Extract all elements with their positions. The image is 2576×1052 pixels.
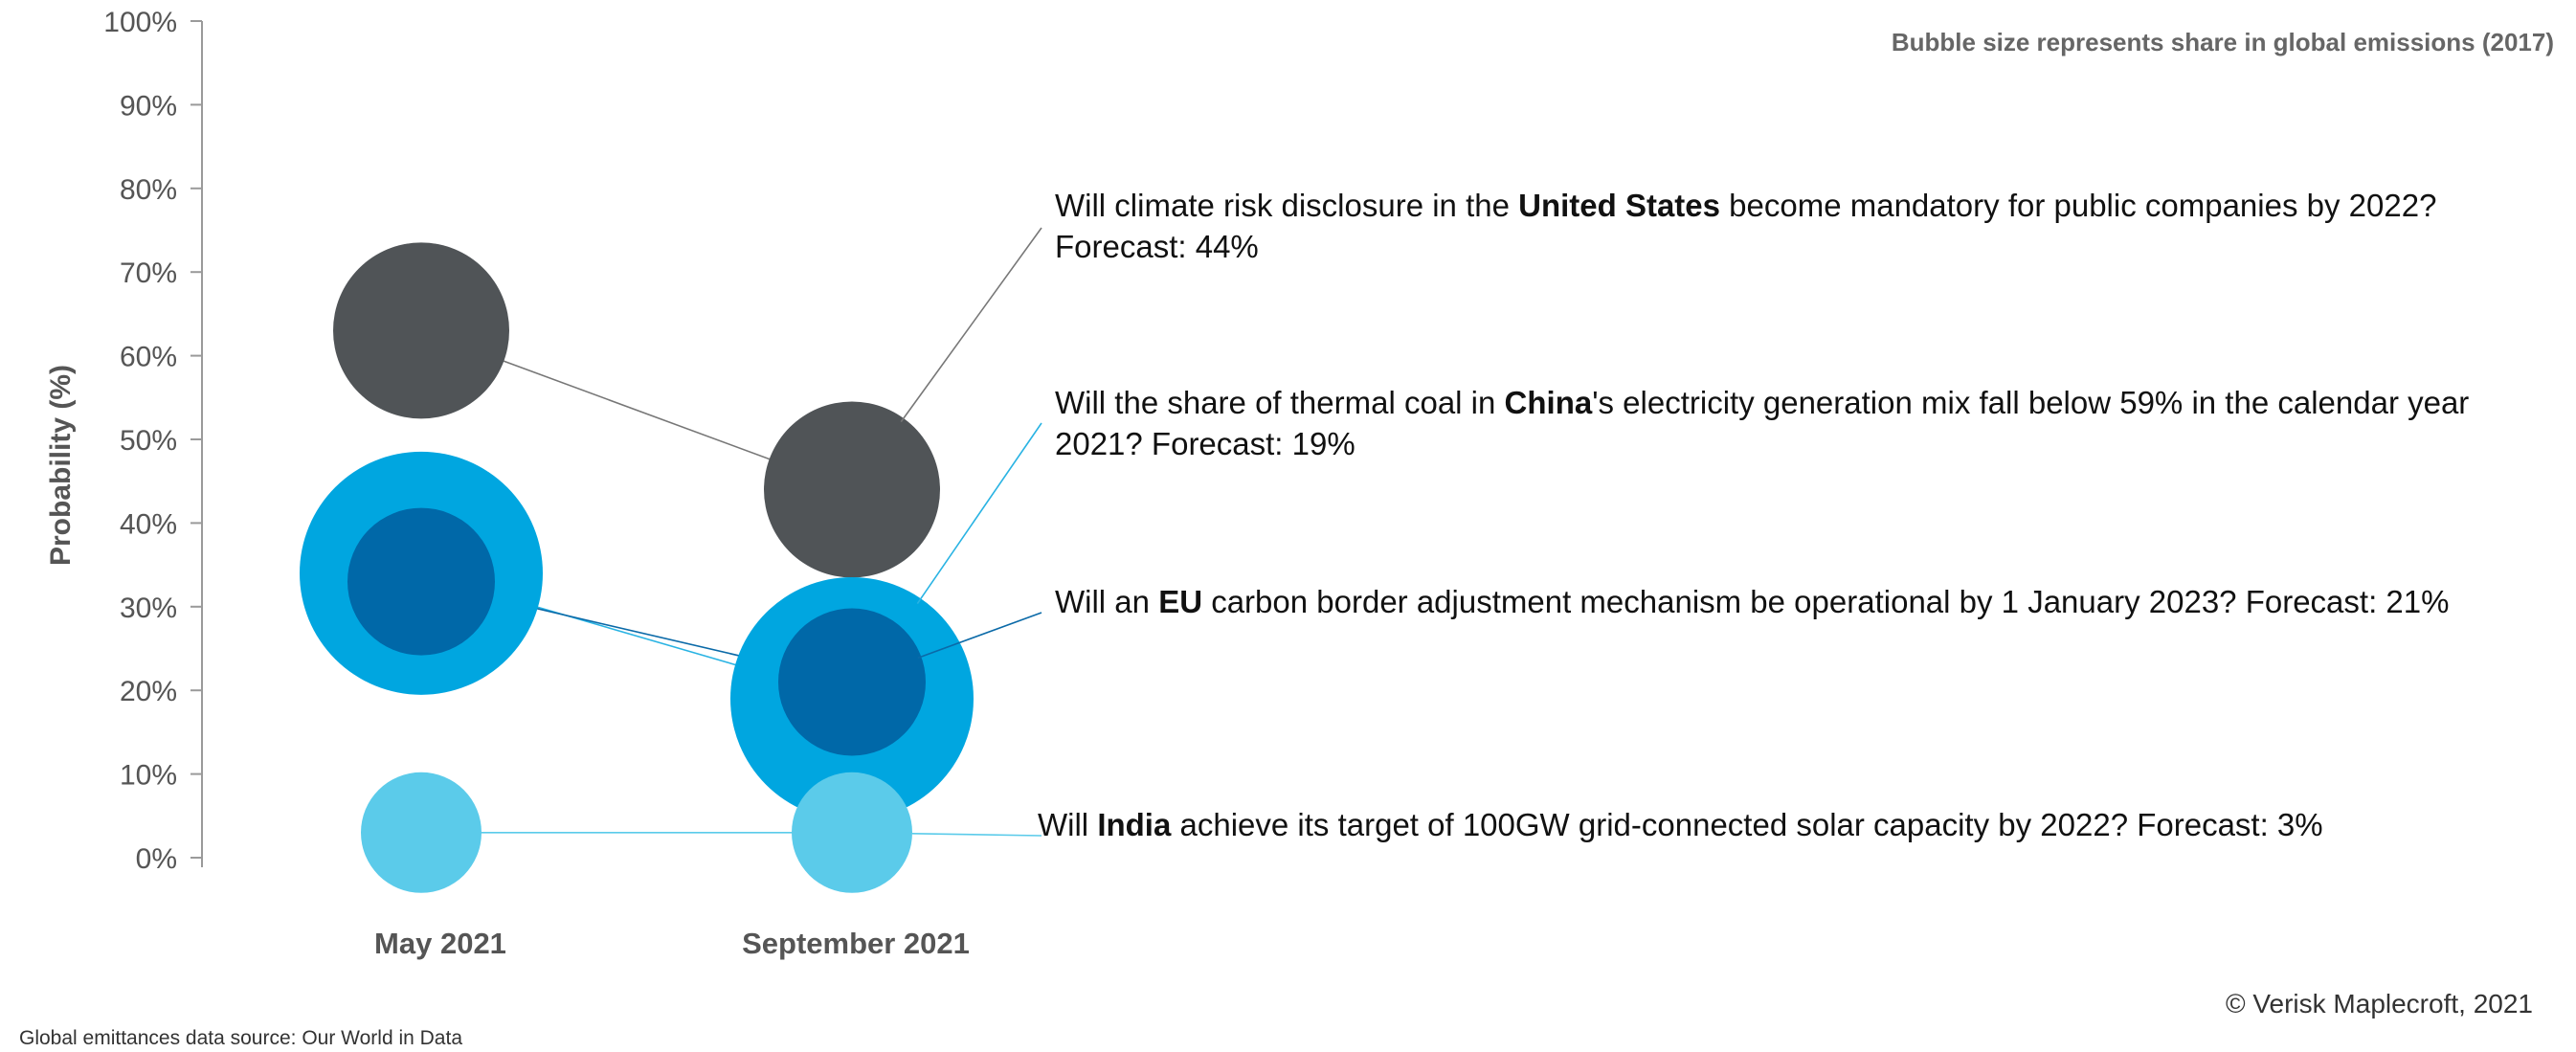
annotation-segment: Will [1038, 807, 1097, 842]
x-category-label: September 2021 [742, 927, 970, 960]
bubble [778, 608, 926, 756]
annotation-segment: Will climate risk disclosure in the [1055, 188, 1518, 223]
annotation-segment: Will an [1055, 584, 1158, 619]
callout-line [917, 612, 1042, 660]
callout-line [911, 833, 1042, 837]
y-tick-label: 70% [120, 257, 177, 289]
y-tick-label: 0% [136, 843, 177, 875]
y-axis-title: Probability (%) [45, 365, 77, 566]
y-tick-label: 80% [120, 174, 177, 206]
annotation-segment: Forecast: 44% [1055, 229, 1259, 264]
annotation-line: Will the share of thermal coal in China'… [1055, 385, 2469, 420]
annotation-line: Will an EU carbon border adjustment mech… [1055, 584, 2449, 619]
bubble [764, 401, 940, 578]
y-tick-label: 100% [103, 7, 177, 38]
annotation-segment: carbon border adjustment mechanism be op… [1202, 584, 2449, 619]
annotations: Will climate risk disclosure in the Unit… [1038, 188, 2469, 842]
y-tick-label: 60% [120, 342, 177, 373]
bubbles [300, 227, 1042, 893]
annotation-segment: Will the share of thermal coal in [1055, 385, 1505, 420]
annotation-segment: EU [1158, 584, 1202, 619]
annotation-segment: become mandatory for public companies by… [1720, 188, 2436, 223]
x-categories: May 2021 September 2021 [374, 927, 970, 960]
annotation-segment: India [1097, 807, 1172, 842]
bubble [792, 772, 912, 893]
annotation-segment: United States [1518, 188, 1720, 223]
y-tick-label: 10% [120, 760, 177, 792]
y-tick-label: 20% [120, 676, 177, 707]
callout-line [900, 227, 1042, 423]
annotation-line: 2021? Forecast: 19% [1055, 426, 1355, 461]
annotation-segment: China [1505, 385, 1593, 420]
annotation-segment: achieve its target of 100GW grid-connect… [1171, 807, 2322, 842]
annotation-line: Will India achieve its target of 100GW g… [1038, 807, 2323, 842]
callout-line [916, 422, 1042, 604]
y-tick-label: 30% [120, 593, 177, 624]
annotation-segment: 2021? Forecast: 19% [1055, 426, 1355, 461]
y-tick-label: 40% [120, 508, 177, 540]
bubble-size-note: Bubble size represents share in global e… [1892, 28, 2554, 56]
x-category-label: May 2021 [374, 927, 506, 960]
y-tick-label: 90% [120, 90, 177, 122]
bubble [361, 772, 482, 893]
bubble [333, 242, 509, 419]
y-ticks: 0% 10% 20% 30% 40% 50% 60% 70% 80% 90% 100% [103, 7, 202, 875]
copyright-text: © Verisk Maplecroft, 2021 [2226, 989, 2533, 1018]
bubble [347, 507, 495, 656]
source-text: Global emittances data source: Our World… [19, 1027, 462, 1049]
y-tick-label: 50% [120, 425, 177, 457]
annotation-line: Will climate risk disclosure in the Unit… [1055, 188, 2436, 223]
annotation-line: Forecast: 44% [1055, 229, 1259, 264]
annotation-segment: 's electricity generation mix fall below… [1592, 385, 2469, 420]
